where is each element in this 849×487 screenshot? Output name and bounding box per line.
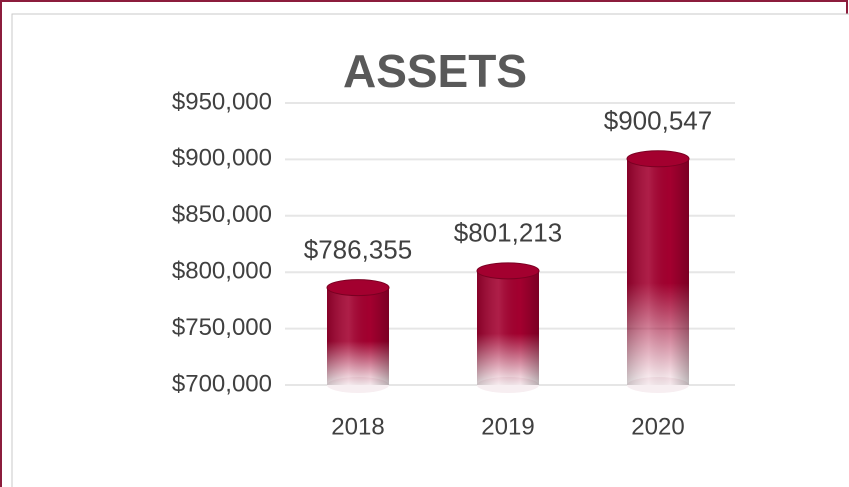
y-tick-label: $700,000 — [172, 370, 272, 397]
x-tick-label: 2020 — [631, 413, 684, 440]
x-tick-label: 2019 — [481, 413, 534, 440]
data-label: $900,547 — [604, 106, 712, 136]
chart-title: ASSETS — [343, 45, 527, 97]
bar-top — [326, 279, 390, 297]
y-tick-label: $950,000 — [172, 88, 272, 115]
bar-shade — [327, 287, 389, 385]
y-tick-label: $900,000 — [172, 145, 272, 172]
data-label: $801,213 — [454, 218, 562, 248]
chart-area — [11, 13, 849, 487]
bar-shade — [477, 270, 539, 385]
x-tick-label: 2018 — [331, 413, 384, 440]
y-tick-label: $800,000 — [172, 258, 272, 285]
bar-top — [626, 150, 690, 168]
data-label: $786,355 — [304, 234, 412, 264]
bar-shade — [627, 158, 689, 385]
y-tick-label: $750,000 — [172, 314, 272, 341]
bar-top — [476, 262, 540, 280]
y-tick-label: $850,000 — [172, 201, 272, 228]
